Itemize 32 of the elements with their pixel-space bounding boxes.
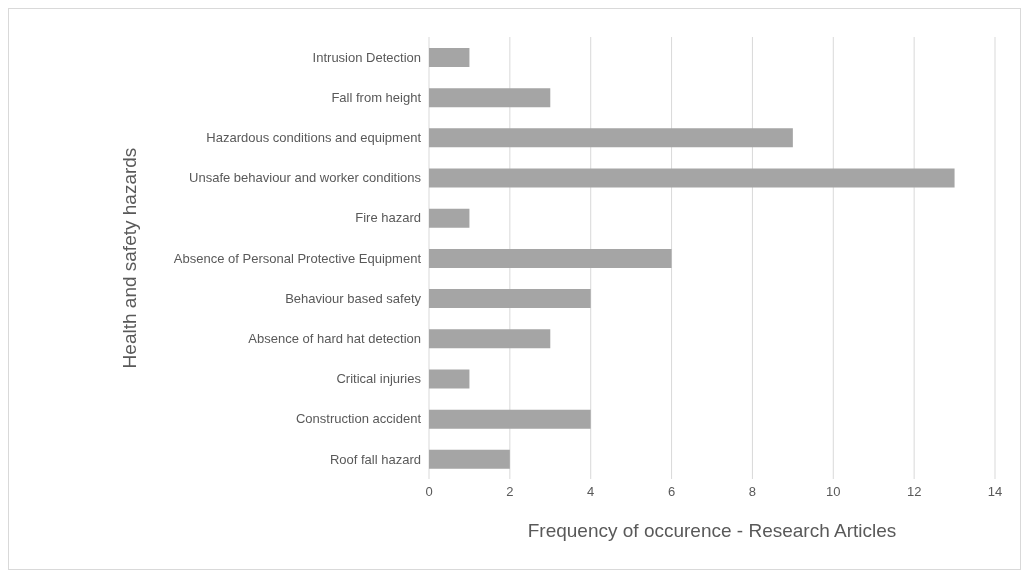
y-tick-label: Roof fall hazard <box>329 451 421 467</box>
x-tick-label: 12 <box>906 484 922 500</box>
y-tick-label: Behaviour based safety <box>285 290 422 306</box>
bar <box>429 168 955 188</box>
x-tick-label: 8 <box>748 484 757 500</box>
y-tick-label: Unsafe behaviour and worker conditions <box>189 170 422 186</box>
y-tick-label: Intrusion Detection <box>312 49 421 65</box>
y-tick-label: Fall from height <box>331 89 422 105</box>
bar <box>429 369 470 389</box>
bar <box>429 208 470 228</box>
x-tick-label: 6 <box>667 484 676 500</box>
y-tick-label: Critical injuries <box>336 371 422 387</box>
y-tick-label: Absence of hard hat detection <box>248 330 421 346</box>
x-axis-title: Frequency of occurence - Research Articles <box>527 520 897 541</box>
y-tick-label: Hazardous conditions and equipment <box>206 130 422 146</box>
x-tick-label: 2 <box>506 484 514 500</box>
bar <box>429 128 793 148</box>
x-tick-label: 4 <box>587 484 595 500</box>
y-tick-label: Fire hazard <box>355 210 421 226</box>
y-tick-label: Construction accident <box>295 411 422 427</box>
bar <box>429 248 672 268</box>
bar <box>429 329 551 349</box>
x-tick-label: 14 <box>987 484 1003 500</box>
x-tick-label: 10 <box>826 484 841 500</box>
bar <box>429 88 551 108</box>
x-tick-label: 0 <box>425 484 433 500</box>
y-tick-label: Absence of Personal Protective Equipment <box>173 250 422 266</box>
y-axis-title: Health and safety hazards <box>118 147 140 369</box>
bar <box>429 449 510 469</box>
bar <box>429 48 470 67</box>
bar <box>429 409 591 429</box>
bar <box>429 289 591 309</box>
